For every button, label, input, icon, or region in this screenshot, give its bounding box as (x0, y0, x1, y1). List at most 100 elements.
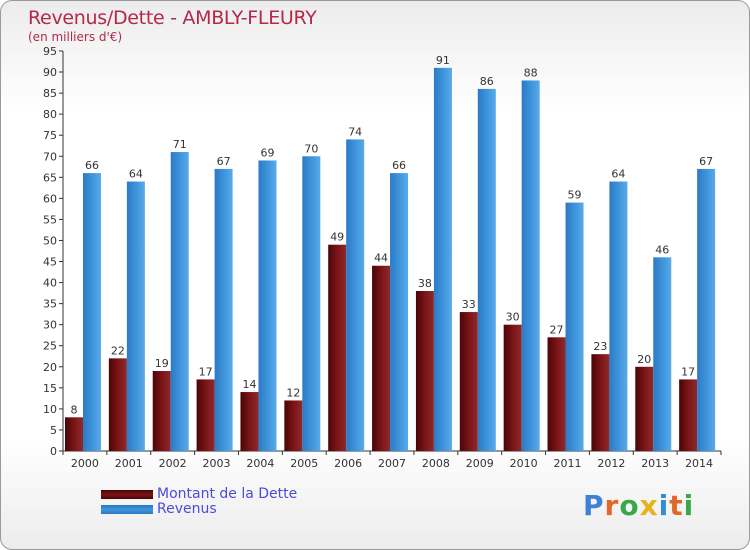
bar-dette (415, 291, 434, 451)
data-label-revenus: 64 (129, 168, 143, 181)
bar-revenus (609, 181, 628, 452)
legend-swatch-dette (101, 490, 153, 499)
data-label-revenus: 67 (217, 155, 231, 168)
bar-revenus (521, 80, 540, 451)
data-label-revenus: 66 (85, 159, 99, 172)
x-tick-label: 2001 (115, 457, 143, 470)
bar-revenus (433, 67, 452, 451)
bar-dette (591, 354, 610, 451)
y-tick-label: 20 (43, 361, 57, 374)
data-label-dette: 22 (111, 344, 125, 357)
data-label-revenus: 86 (480, 75, 494, 88)
x-tick-label: 2007 (378, 457, 406, 470)
x-tick-label: 2000 (71, 457, 99, 470)
y-tick-label: 65 (43, 171, 57, 184)
bar-dette (152, 371, 171, 451)
data-label-dette: 8 (71, 403, 78, 416)
y-tick-label: 90 (43, 66, 57, 79)
bar-dette (372, 265, 391, 451)
data-label-dette: 19 (155, 357, 169, 370)
data-label-revenus: 69 (260, 146, 274, 159)
data-label-dette: 38 (418, 277, 432, 290)
data-label-revenus: 88 (524, 66, 538, 79)
legend-label-dette: Montant de la Dette (157, 486, 298, 502)
bar-dette (284, 400, 303, 451)
bar-revenus (258, 160, 277, 451)
bar-revenus (83, 173, 101, 451)
chart-title: Revenus/Dette - AMBLY-FLEURY (28, 7, 317, 29)
data-label-dette: 20 (637, 353, 651, 366)
data-label-dette: 12 (286, 386, 300, 399)
y-tick-label: 85 (43, 87, 57, 100)
bar-dette (328, 244, 347, 451)
data-label-revenus: 67 (699, 155, 713, 168)
chart-subtitle: (en milliers d'€) (28, 30, 123, 44)
bar-revenus (697, 168, 716, 452)
data-label-dette: 44 (374, 252, 388, 265)
y-tick-label: 0 (50, 445, 57, 458)
y-tick-label: 10 (43, 403, 57, 416)
bar-dette (459, 312, 478, 451)
data-label-dette: 30 (506, 311, 520, 324)
proxiti-logo: Proxiti (583, 489, 694, 522)
data-label-dette: 17 (681, 365, 695, 378)
y-tick-label: 45 (43, 256, 57, 269)
bar-revenus (346, 139, 365, 451)
bar-dette (635, 366, 654, 451)
y-tick-label: 55 (43, 213, 57, 226)
logo-letter: o (619, 489, 640, 522)
x-tick-label: 2006 (334, 457, 362, 470)
bar-revenus (653, 257, 672, 451)
bar-revenus (390, 173, 409, 451)
data-label-revenus: 70 (304, 142, 318, 155)
bar-revenus (302, 156, 321, 451)
y-tick-label: 40 (43, 277, 57, 290)
bar-revenus (214, 168, 233, 452)
bar-revenus (126, 181, 145, 452)
x-tick-label: 2010 (510, 457, 538, 470)
y-tick-label: 70 (43, 150, 57, 163)
bar-revenus (170, 152, 189, 452)
x-tick-label: 2002 (159, 457, 187, 470)
y-tick-label: 95 (43, 45, 57, 58)
y-tick-label: 25 (43, 340, 57, 353)
data-label-dette: 17 (199, 365, 213, 378)
bar-dette (547, 337, 566, 451)
x-tick-label: 2004 (246, 457, 274, 470)
bar-dette (240, 392, 259, 451)
y-tick-label: 80 (43, 108, 57, 121)
x-tick-label: 2003 (203, 457, 231, 470)
x-tick-label: 2013 (641, 457, 669, 470)
logo-letter: P (583, 489, 605, 522)
x-tick-label: 2011 (553, 457, 581, 470)
legend-label-revenus: Revenus (157, 501, 217, 517)
x-tick-label: 2005 (290, 457, 318, 470)
logo-letter: r (604, 489, 620, 522)
y-tick-label: 35 (43, 298, 57, 311)
x-tick-label: 2008 (422, 457, 450, 470)
logo-letter: i (683, 489, 695, 522)
data-label-revenus: 74 (348, 125, 362, 138)
legend-swatch-revenus (101, 505, 153, 514)
y-tick-label: 5 (50, 424, 57, 437)
data-label-revenus: 66 (392, 159, 406, 172)
data-label-dette: 14 (242, 378, 256, 391)
y-tick-label: 50 (43, 234, 57, 247)
x-tick-label: 2014 (685, 457, 713, 470)
bar-dette (196, 379, 215, 451)
y-tick-label: 15 (43, 382, 57, 395)
data-label-dette: 33 (462, 298, 476, 311)
data-label-revenus: 46 (655, 243, 669, 256)
bar-dette (65, 417, 83, 451)
data-label-revenus: 71 (173, 138, 187, 151)
data-label-revenus: 64 (611, 168, 625, 181)
data-label-dette: 27 (550, 323, 564, 336)
data-label-dette: 23 (593, 340, 607, 353)
data-label-revenus: 91 (436, 54, 450, 67)
x-tick-label: 2009 (466, 457, 494, 470)
bar-revenus (565, 202, 584, 451)
logo-letter: x (639, 489, 659, 522)
y-tick-label: 60 (43, 192, 57, 205)
logo-letter: i (658, 489, 670, 522)
